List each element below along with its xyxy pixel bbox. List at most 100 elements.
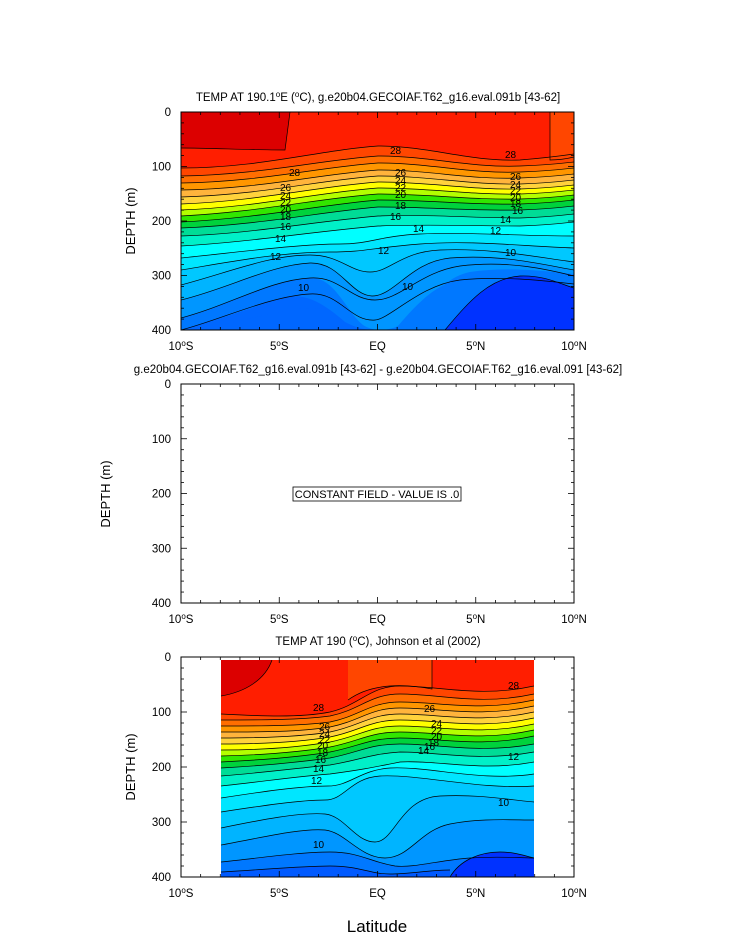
clabel: 14 [413, 224, 425, 235]
clabel: 18 [510, 199, 522, 210]
clabel: 16 [390, 212, 402, 223]
clabel: 28 [390, 146, 402, 157]
y-tick-label: 300 [152, 271, 171, 283]
clabel: 20 [431, 732, 443, 743]
x-tick-label: 5oN [466, 612, 485, 626]
clabel: 12 [378, 246, 390, 257]
constant-field-box [292, 486, 462, 502]
y-tick-label: 100 [152, 707, 171, 719]
clabel: 24 [280, 191, 292, 202]
panel-1-axes: 0 100 200 300 400 10oS 5oS EQ 5oN 10oN [152, 107, 587, 353]
clabel: 16 [315, 755, 327, 766]
y-tick-label: 0 [165, 107, 171, 119]
clabel: 18 [428, 738, 440, 749]
y-tick-label: 400 [152, 872, 171, 884]
clabel: 10 [313, 840, 325, 851]
clabel: 22 [319, 735, 331, 746]
y-tick-label: 300 [152, 817, 171, 829]
x-tick-label: EQ [369, 341, 386, 353]
panel-2-ylabel: DEPTH (m) [98, 460, 113, 527]
clabel: 18 [280, 212, 292, 223]
y-tick-label: 200 [152, 489, 171, 501]
y-tick-label: 100 [152, 162, 171, 174]
clabel: 12 [490, 226, 502, 237]
clabel: 10 [498, 798, 510, 809]
clabel: 26 [280, 183, 292, 194]
panel-2-title: g.e20b04.GECOIAF.T62_g16.eval.091b [43-6… [134, 364, 622, 376]
panel-1: TEMP AT 190.1oE (oC), g.e20b04.GECOIAF.T… [123, 90, 587, 353]
clabel: 26 [395, 168, 407, 179]
clabel: 14 [418, 746, 430, 757]
clabel: 22 [431, 726, 443, 737]
clabel: 20 [280, 205, 292, 216]
panel-1-contour-lines [181, 112, 574, 330]
panel-3-title: TEMP AT 190 (oC), Johnson et al (2002) [275, 634, 480, 648]
clabel: 18 [395, 201, 407, 212]
clabel: 12 [311, 776, 323, 787]
clabel: 16 [280, 222, 292, 233]
clabel: 22 [280, 198, 292, 209]
y-tick-label: 0 [165, 379, 171, 391]
panel-3-ylabel: DEPTH (m) [123, 733, 138, 800]
x-tick-label: 5oS [270, 886, 289, 900]
clabel: 24 [431, 719, 443, 730]
clabel: 24 [510, 180, 522, 191]
x-tick-label: EQ [369, 614, 386, 626]
clabel: 12 [270, 252, 282, 263]
clabel: 20 [317, 741, 329, 752]
clabel: 16 [424, 742, 436, 753]
clabel: 26 [424, 704, 436, 715]
x-tick-label: 5oS [270, 339, 289, 353]
x-tick-label: EQ [369, 888, 386, 900]
panel-3-contour-lines [221, 660, 534, 877]
clabel: 24 [319, 729, 331, 740]
clabel: 26 [319, 722, 331, 733]
panel-1-title: TEMP AT 190.1oE (oC), g.e20b04.GECOIAF.T… [196, 90, 560, 104]
y-tick-label: 400 [152, 325, 171, 337]
clabel: 20 [395, 190, 407, 201]
clabel: 10 [298, 283, 310, 294]
panel-3-contour-fill [221, 660, 534, 877]
panel-1-contour-labels: 28 28 28 26 24 22 20 18 16 14 12 10 26 2… [270, 146, 524, 294]
clabel: 16 [512, 206, 524, 217]
y-tick-label: 200 [152, 762, 171, 774]
clabel: 24 [395, 176, 407, 187]
x-tick-label: 10oS [169, 339, 194, 353]
x-tick-label: 5oN [466, 886, 485, 900]
clabel: 28 [289, 168, 301, 179]
clabel: 14 [500, 215, 512, 226]
x-tick-label: 10oN [561, 886, 587, 900]
clabel: 10 [402, 282, 414, 293]
clabel: 10 [505, 248, 517, 259]
clabel: 28 [508, 681, 520, 692]
x-axis-label: Latitude [347, 917, 408, 936]
panel-3: TEMP AT 190 (oC), Johnson et al (2002) [123, 634, 587, 900]
clabel: 22 [395, 183, 407, 194]
x-tick-label: 10oN [561, 612, 587, 626]
clabel: 20 [510, 193, 522, 204]
constant-field-annotation: CONSTANT FIELD - VALUE IS .0 [295, 489, 459, 501]
clabel: 18 [317, 748, 329, 759]
y-tick-label: 200 [152, 216, 171, 228]
clabel: 12 [508, 752, 520, 763]
y-tick-label: 400 [152, 598, 171, 610]
clabel: 22 [510, 186, 522, 197]
y-tick-label: 0 [165, 652, 171, 664]
clabel: 14 [313, 764, 325, 775]
clabel: 26 [510, 172, 522, 183]
x-tick-label: 10oN [561, 339, 587, 353]
x-tick-label: 10oS [169, 886, 194, 900]
panel-1-ylabel: DEPTH (m) [123, 187, 138, 254]
clabel: 28 [313, 703, 325, 714]
panel-3-contour-labels: 28 28 26 24 22 20 18 16 14 12 10 26 24 2… [311, 681, 520, 851]
y-tick-label: 300 [152, 543, 171, 555]
panel-3-axes: 0 100 200 300 400 10oS 5oS EQ 5oN 10oN [152, 652, 587, 900]
clabel: 14 [275, 234, 287, 245]
panel-2: g.e20b04.GECOIAF.T62_g16.eval.091b [43-6… [98, 364, 622, 626]
x-tick-label: 5oN [466, 339, 485, 353]
clabel: 28 [505, 150, 517, 161]
x-tick-label: 10oS [169, 612, 194, 626]
panel-2-axes: 0 100 200 300 400 10oS 5oS EQ 5oN 10oN [152, 379, 587, 626]
x-tick-label: 5oS [270, 612, 289, 626]
